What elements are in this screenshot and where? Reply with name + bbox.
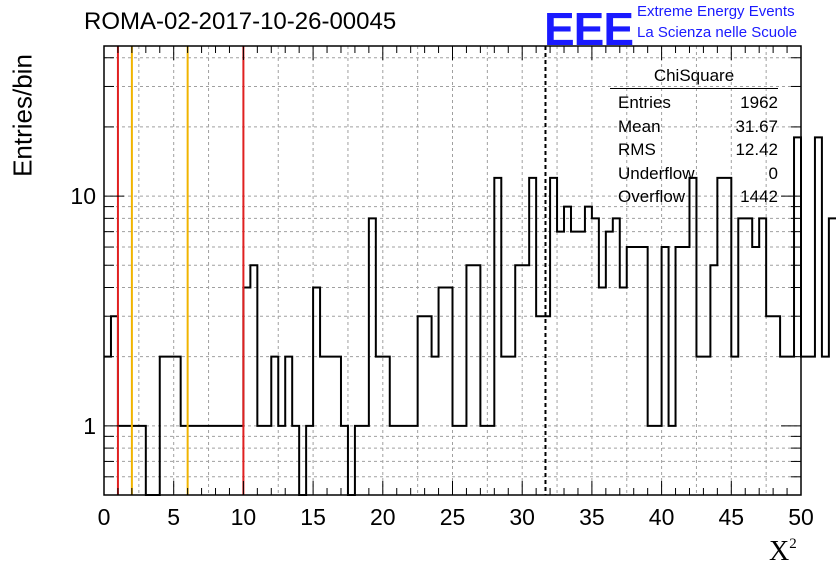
logo-line-1: Extreme Energy Events (637, 3, 795, 20)
y-tick-label: 1 (83, 413, 96, 439)
stats-row-entries: Entries 1962 (618, 93, 778, 112)
x-tick-label: 0 (98, 504, 111, 530)
x-tick-label: 15 (300, 504, 326, 530)
y-tick-label: 10 (70, 183, 96, 209)
x-axis-label: X2 (769, 536, 797, 567)
x-tick-label: 40 (649, 504, 675, 530)
x-tick-label: 25 (440, 504, 466, 530)
x-tick-label: 50 (788, 504, 814, 530)
stats-title: ChiSquare (610, 66, 778, 89)
x-tick-label: 20 (370, 504, 396, 530)
y-axis-label: Entries/bin (7, 54, 38, 177)
stats-box: ChiSquare Entries 1962 Mean 31.67 RMS 12.42… (610, 66, 778, 209)
stats-row-mean: Mean 31.67 (618, 116, 778, 136)
x-tick-label: 45 (719, 504, 745, 530)
chart-title: ROMA-02-2017-10-26-00045 (84, 8, 397, 35)
stats-row-rms: RMS 12.42 (618, 140, 778, 159)
eee-logo: EEE (544, 3, 634, 55)
logo-line-2: La Scienza nelle Scuole (637, 24, 798, 41)
stats-row-overflow: Overflow 1442 (618, 187, 778, 206)
x-tick-label: 10 (231, 504, 257, 530)
x-tick-label: 35 (579, 504, 605, 530)
x-tick-label: 30 (509, 504, 535, 530)
stats-row-underflow: Underflow 0 (618, 163, 778, 183)
x-tick-label: 5 (167, 504, 180, 530)
histogram-outline (104, 136, 836, 496)
